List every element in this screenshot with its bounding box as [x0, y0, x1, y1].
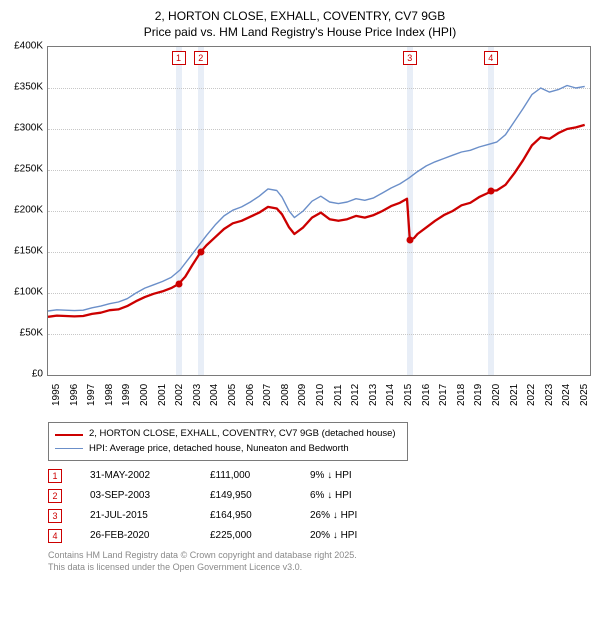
legend: 2, HORTON CLOSE, EXHALL, COVENTRY, CV7 9…	[48, 422, 408, 461]
transaction-delta: 20% ↓ HPI	[310, 530, 400, 541]
x-tick-label: 1997	[86, 384, 97, 406]
transaction-row: 1 31-MAY-2002£111,0009% ↓ HPI	[48, 469, 600, 483]
x-tick-label: 2007	[262, 384, 273, 406]
x-tick-label: 2006	[245, 384, 256, 406]
x-tick-label: 2019	[473, 384, 484, 406]
x-tick-label: 2025	[579, 384, 590, 406]
chart-title: 2, HORTON CLOSE, EXHALL, COVENTRY, CV7 9…	[0, 8, 600, 40]
x-tick-label: 2024	[561, 384, 572, 406]
title-line1: 2, HORTON CLOSE, EXHALL, COVENTRY, CV7 9…	[0, 8, 600, 24]
transaction-index: 4	[48, 529, 62, 543]
legend-row: HPI: Average price, detached house, Nune…	[55, 442, 401, 456]
transaction-price: £149,950	[210, 490, 310, 501]
x-tick-label: 1995	[51, 384, 62, 406]
y-tick-label: £50K	[20, 328, 43, 339]
transactions-table: 1 31-MAY-2002£111,0009% ↓ HPI 2 03-SEP-2003…	[48, 469, 600, 543]
y-tick-label: £300K	[14, 123, 43, 134]
transaction-date: 31-MAY-2002	[90, 470, 210, 481]
x-axis: 1995 1996 1997 1998 1999 2000 2001 2002 2003 2004…	[47, 376, 591, 416]
y-tick-label: £350K	[14, 82, 43, 93]
transaction-row: 2 03-SEP-2003£149,9506% ↓ HPI	[48, 489, 600, 503]
transaction-delta: 6% ↓ HPI	[310, 490, 400, 501]
chart-area: £0£50K£100K£150K£200K£250K£300K£350K£400…	[5, 46, 595, 416]
transaction-point	[175, 281, 182, 288]
transaction-price: £164,950	[210, 510, 310, 521]
transaction-point	[406, 237, 413, 244]
x-tick-label: 2013	[368, 384, 379, 406]
legend-label: HPI: Average price, detached house, Nune…	[89, 442, 349, 456]
x-tick-label: 2001	[157, 384, 168, 406]
transaction-index: 1	[48, 469, 62, 483]
series-price_paid	[48, 125, 585, 317]
x-tick-label: 2008	[280, 384, 291, 406]
plot-region: 12 3 4	[47, 46, 591, 376]
x-tick-label: 2022	[526, 384, 537, 406]
series-svg	[48, 47, 590, 375]
legend-swatch	[55, 434, 83, 436]
transaction-price: £225,000	[210, 530, 310, 541]
x-tick-label: 2004	[209, 384, 220, 406]
marker-box: 4	[484, 51, 498, 65]
footer: Contains HM Land Registry data © Crown c…	[48, 549, 600, 573]
legend-swatch	[55, 448, 83, 449]
x-tick-label: 1998	[104, 384, 115, 406]
x-tick-label: 2009	[297, 384, 308, 406]
marker-box: 2	[194, 51, 208, 65]
y-tick-label: £150K	[14, 246, 43, 257]
y-axis: £0£50K£100K£150K£200K£250K£300K£350K£400…	[5, 46, 47, 376]
legend-label: 2, HORTON CLOSE, EXHALL, COVENTRY, CV7 9…	[89, 427, 396, 441]
x-tick-label: 2011	[333, 385, 344, 407]
transaction-date: 21-JUL-2015	[90, 510, 210, 521]
x-tick-label: 2020	[491, 384, 502, 406]
transaction-delta: 9% ↓ HPI	[310, 470, 400, 481]
x-tick-label: 2023	[544, 384, 555, 406]
x-tick-label: 2012	[350, 384, 361, 406]
x-tick-label: 2005	[227, 384, 238, 406]
y-tick-label: £100K	[14, 287, 43, 298]
transaction-row: 4 26-FEB-2020£225,00020% ↓ HPI	[48, 529, 600, 543]
x-tick-label: 2017	[438, 384, 449, 406]
y-tick-label: £0	[32, 369, 43, 380]
transaction-row: 3 21-JUL-2015£164,95026% ↓ HPI	[48, 509, 600, 523]
x-tick-label: 2016	[421, 384, 432, 406]
title-line2: Price paid vs. HM Land Registry's House …	[0, 24, 600, 40]
x-tick-label: 2018	[456, 384, 467, 406]
transaction-index: 3	[48, 509, 62, 523]
transaction-point	[487, 187, 494, 194]
x-tick-label: 1996	[69, 384, 80, 406]
x-tick-label: 1999	[121, 384, 132, 406]
x-tick-label: 2010	[315, 384, 326, 406]
y-tick-label: £400K	[14, 41, 43, 52]
marker-box: 3	[403, 51, 417, 65]
x-tick-label: 2014	[385, 384, 396, 406]
transaction-point	[197, 249, 204, 256]
transaction-delta: 26% ↓ HPI	[310, 510, 400, 521]
transaction-date: 03-SEP-2003	[90, 490, 210, 501]
legend-row: 2, HORTON CLOSE, EXHALL, COVENTRY, CV7 9…	[55, 427, 401, 441]
transaction-index: 2	[48, 489, 62, 503]
x-tick-label: 2000	[139, 384, 150, 406]
x-tick-label: 2015	[403, 384, 414, 406]
series-hpi	[48, 86, 585, 312]
y-tick-label: £250K	[14, 164, 43, 175]
marker-box: 1	[172, 51, 186, 65]
x-tick-label: 2021	[509, 384, 520, 406]
footer-line2: This data is licensed under the Open Gov…	[48, 561, 600, 573]
transaction-price: £111,000	[210, 470, 310, 481]
x-tick-label: 2003	[192, 384, 203, 406]
y-tick-label: £200K	[14, 205, 43, 216]
footer-line1: Contains HM Land Registry data © Crown c…	[48, 549, 600, 561]
x-tick-label: 2002	[174, 384, 185, 406]
transaction-date: 26-FEB-2020	[90, 530, 210, 541]
